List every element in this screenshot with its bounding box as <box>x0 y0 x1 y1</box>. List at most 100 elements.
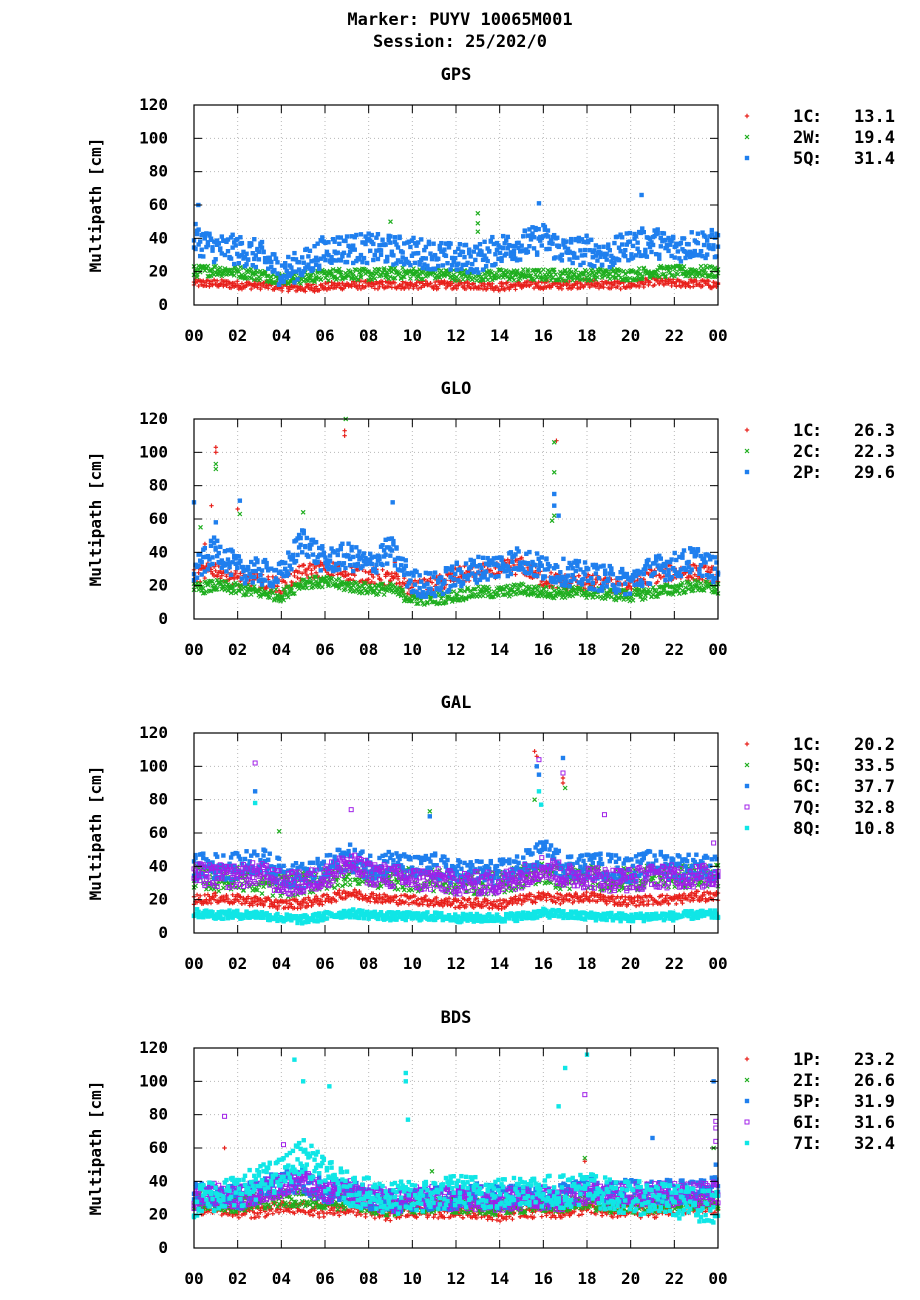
data-point <box>196 227 201 232</box>
data-point <box>493 261 498 267</box>
data-point-outlier <box>388 219 393 225</box>
data-point <box>236 554 242 559</box>
data-point <box>201 254 206 259</box>
data-point <box>380 237 385 242</box>
data-point <box>351 243 356 248</box>
data-point <box>602 568 608 573</box>
data-point <box>589 237 594 242</box>
data-point <box>646 282 651 288</box>
data-point <box>264 560 269 566</box>
data-point <box>485 258 490 264</box>
data-point <box>633 903 639 909</box>
data-point <box>670 234 676 240</box>
data-point <box>380 567 385 573</box>
data-point <box>576 559 582 564</box>
data-point <box>589 576 594 581</box>
data-point <box>711 579 716 585</box>
data-point <box>199 247 204 252</box>
data-point <box>500 233 506 239</box>
data-point <box>222 252 228 258</box>
data-point <box>547 246 552 252</box>
data-point <box>446 587 452 593</box>
data-point <box>320 544 325 549</box>
data-point <box>440 591 446 597</box>
data-point <box>298 535 303 541</box>
data-point <box>306 254 311 259</box>
data-point <box>286 254 291 260</box>
data-point <box>619 235 625 240</box>
data-point <box>245 257 251 262</box>
data-point <box>703 560 708 565</box>
data-point <box>694 552 699 558</box>
data-point-outlier <box>237 498 243 503</box>
data-point <box>531 285 537 291</box>
data-point <box>672 550 677 556</box>
data-point-outlier <box>551 513 557 519</box>
data-point <box>635 240 640 245</box>
data-point <box>214 538 220 544</box>
data-point <box>697 282 702 287</box>
data-point <box>511 248 517 253</box>
data-point <box>442 580 447 585</box>
data-point <box>459 570 464 575</box>
data-point <box>669 557 674 562</box>
legend: 1C: 26.32C: 22.32P: 29.6 <box>744 421 895 483</box>
data-point <box>414 283 419 288</box>
x-tick-label: 02 <box>228 326 247 345</box>
data-point <box>207 231 212 237</box>
data-point <box>534 573 540 579</box>
data-point <box>392 235 398 240</box>
x-tick-label: 20 <box>621 640 640 659</box>
data-point <box>686 559 691 565</box>
data-point <box>633 283 639 289</box>
data-point <box>380 562 385 568</box>
data-point <box>686 242 691 247</box>
data-point <box>652 570 657 576</box>
data-point <box>697 567 702 572</box>
data-point <box>604 252 609 257</box>
data-point <box>374 562 379 567</box>
data-point <box>540 267 546 273</box>
data-point <box>389 548 395 553</box>
data-point-outlier <box>536 201 542 206</box>
data-point <box>202 236 208 241</box>
data-point <box>383 242 388 247</box>
data-point <box>507 287 512 292</box>
y-tick-label: 60 <box>149 509 168 528</box>
data-point <box>412 260 418 266</box>
data-point <box>616 257 622 263</box>
data-point <box>205 278 211 283</box>
data-point <box>473 257 478 263</box>
data-point <box>582 247 588 253</box>
x-tick-label: 12 <box>446 326 465 345</box>
data-point <box>619 566 625 572</box>
data-point <box>306 554 311 559</box>
data-point <box>689 567 694 572</box>
data-point-outlier <box>475 220 481 226</box>
data-point <box>459 266 464 272</box>
data-point <box>228 256 234 261</box>
data-point <box>462 254 467 260</box>
data-point <box>242 581 248 586</box>
data-point <box>536 226 541 232</box>
data-point <box>368 248 373 253</box>
data-point <box>309 285 314 291</box>
data-point <box>493 252 498 257</box>
data-point <box>534 551 540 556</box>
data-point-outlier <box>209 503 214 508</box>
data-point <box>488 573 493 578</box>
y-axis-label: Multipath [cm] <box>86 138 105 273</box>
data-point <box>649 249 654 255</box>
data-point <box>431 285 436 291</box>
data-point <box>582 560 588 565</box>
data-point <box>463 561 469 566</box>
data-point <box>505 234 510 240</box>
legend-series-name: 2P <box>793 463 813 483</box>
data-point <box>300 272 305 278</box>
data-point <box>695 231 701 236</box>
data-point <box>300 255 305 260</box>
data-point <box>431 574 436 580</box>
data-point <box>513 287 518 292</box>
data-point <box>698 248 704 254</box>
